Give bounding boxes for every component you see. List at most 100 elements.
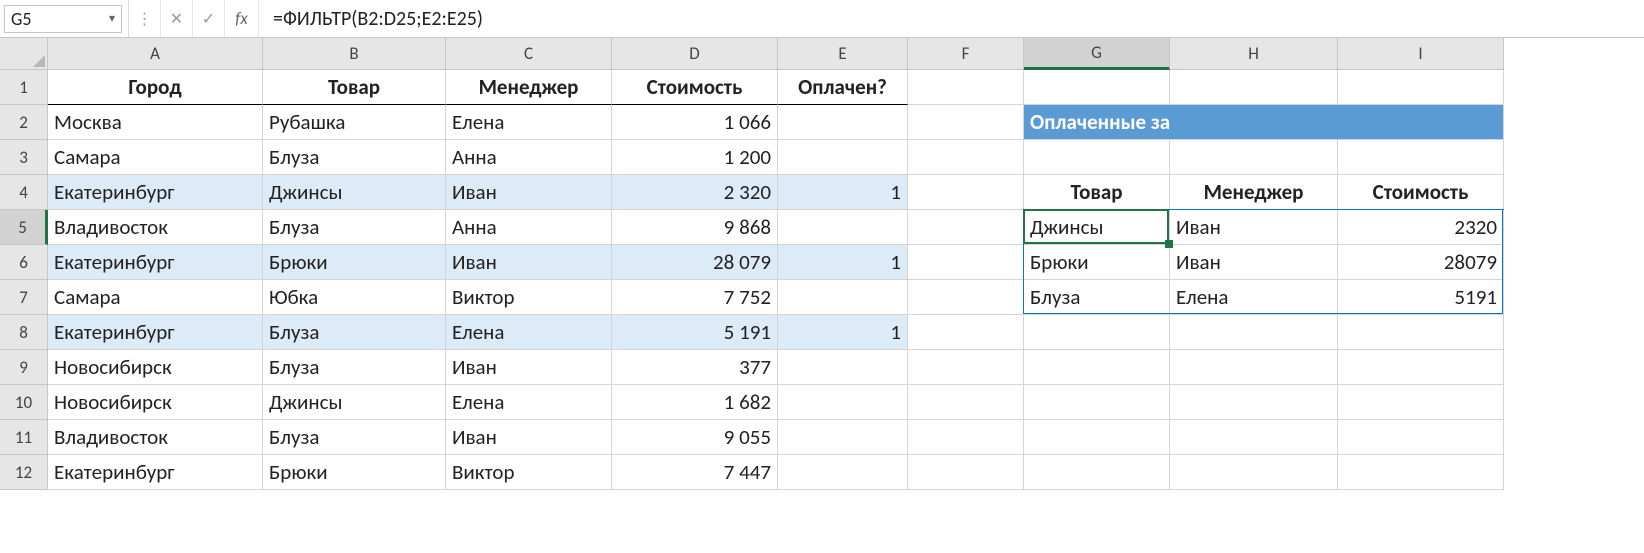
result-cost[interactable]: 28079: [1338, 245, 1504, 280]
name-expand-button[interactable]: ⋮: [129, 0, 161, 37]
result-item[interactable]: Блуза: [1024, 280, 1170, 315]
cell-cost[interactable]: 7 447: [612, 455, 778, 490]
cell-manager[interactable]: Иван: [446, 245, 612, 280]
cell-paid[interactable]: 1: [778, 315, 908, 350]
cell-manager[interactable]: Иван: [446, 420, 612, 455]
row-header-1[interactable]: 1: [0, 70, 48, 105]
cell[interactable]: [908, 280, 1024, 315]
cell-item[interactable]: Блуза: [263, 210, 446, 245]
cell[interactable]: [1024, 315, 1170, 350]
cell-cost[interactable]: 1 682: [612, 385, 778, 420]
formula-input[interactable]: =ФИЛЬТР(B2:D25;E2:E25): [259, 0, 1644, 37]
cell-manager[interactable]: Иван: [446, 175, 612, 210]
cell-city[interactable]: Москва: [48, 105, 263, 140]
name-box[interactable]: G5 ▾: [4, 5, 122, 33]
cell-paid[interactable]: 1: [778, 175, 908, 210]
cell[interactable]: [1024, 350, 1170, 385]
cell[interactable]: [1170, 350, 1338, 385]
cell-city[interactable]: Екатеринбург: [48, 315, 263, 350]
cell[interactable]: [1170, 420, 1338, 455]
cell-manager[interactable]: Елена: [446, 105, 612, 140]
row-header-5[interactable]: 5: [0, 210, 48, 245]
cell[interactable]: [908, 455, 1024, 490]
dropdown-icon[interactable]: ▾: [109, 11, 115, 26]
cell[interactable]: [1338, 70, 1504, 105]
spreadsheet-grid[interactable]: ABCDEFGHI1ГородТоварМенеджерСтоимостьОпл…: [0, 38, 1644, 490]
cell[interactable]: [1338, 350, 1504, 385]
cell[interactable]: [908, 140, 1024, 175]
result-manager[interactable]: Елена: [1170, 280, 1338, 315]
cell[interactable]: [1338, 420, 1504, 455]
cell-manager[interactable]: Иван: [446, 350, 612, 385]
cell-item[interactable]: Блуза: [263, 140, 446, 175]
cell[interactable]: [1338, 140, 1504, 175]
cell-paid[interactable]: [778, 280, 908, 315]
cell-item[interactable]: Блуза: [263, 315, 446, 350]
cell[interactable]: [908, 210, 1024, 245]
cell-item[interactable]: Брюки: [263, 245, 446, 280]
cell-cost[interactable]: 5 191: [612, 315, 778, 350]
cell[interactable]: [908, 245, 1024, 280]
cell[interactable]: [1338, 385, 1504, 420]
row-header-7[interactable]: 7: [0, 280, 48, 315]
cell-paid[interactable]: [778, 455, 908, 490]
cell[interactable]: [908, 70, 1024, 105]
row-header-2[interactable]: 2: [0, 105, 48, 140]
cell[interactable]: [908, 385, 1024, 420]
cell[interactable]: [908, 315, 1024, 350]
cell[interactable]: [1024, 385, 1170, 420]
cell-cost[interactable]: 7 752: [612, 280, 778, 315]
cell-city[interactable]: Самара: [48, 140, 263, 175]
row-header-3[interactable]: 3: [0, 140, 48, 175]
cell-item[interactable]: Рубашка: [263, 105, 446, 140]
cell-manager[interactable]: Елена: [446, 315, 612, 350]
cell-city[interactable]: Новосибирск: [48, 350, 263, 385]
result-manager[interactable]: Иван: [1170, 245, 1338, 280]
cell-paid[interactable]: [778, 385, 908, 420]
col-header-G[interactable]: G: [1024, 38, 1170, 70]
cell-cost[interactable]: 1 066: [612, 105, 778, 140]
result-cost[interactable]: 2320: [1338, 210, 1504, 245]
cell[interactable]: [1170, 70, 1338, 105]
cell-paid[interactable]: 1: [778, 245, 908, 280]
cell-city[interactable]: Владивосток: [48, 210, 263, 245]
col-header-D[interactable]: D: [612, 38, 778, 70]
fill-handle[interactable]: [1165, 240, 1173, 248]
select-all-corner[interactable]: [0, 38, 48, 70]
cell-city[interactable]: Екатеринбург: [48, 175, 263, 210]
result-item[interactable]: Брюки: [1024, 245, 1170, 280]
cell-city[interactable]: Владивосток: [48, 420, 263, 455]
result-item[interactable]: Джинсы: [1024, 210, 1170, 245]
row-header-10[interactable]: 10: [0, 385, 48, 420]
cell[interactable]: [1338, 315, 1504, 350]
cell[interactable]: [1170, 140, 1338, 175]
cell-manager[interactable]: Анна: [446, 140, 612, 175]
cell-paid[interactable]: [778, 350, 908, 385]
cell[interactable]: [1024, 420, 1170, 455]
col-header-I[interactable]: I: [1338, 38, 1504, 70]
row-header-9[interactable]: 9: [0, 350, 48, 385]
fx-button[interactable]: fx: [225, 0, 259, 37]
row-header-6[interactable]: 6: [0, 245, 48, 280]
cell-cost[interactable]: 9 868: [612, 210, 778, 245]
cell[interactable]: [1024, 455, 1170, 490]
cell-city[interactable]: Екатеринбург: [48, 455, 263, 490]
cell-item[interactable]: Блуза: [263, 350, 446, 385]
cell-item[interactable]: Блуза: [263, 420, 446, 455]
col-header-E[interactable]: E: [778, 38, 908, 70]
cell-paid[interactable]: [778, 140, 908, 175]
enter-button[interactable]: ✓: [193, 0, 225, 37]
row-header-11[interactable]: 11: [0, 420, 48, 455]
cell-paid[interactable]: [778, 420, 908, 455]
cell[interactable]: [1338, 455, 1504, 490]
row-header-8[interactable]: 8: [0, 315, 48, 350]
row-header-4[interactable]: 4: [0, 175, 48, 210]
col-header-F[interactable]: F: [908, 38, 1024, 70]
cell[interactable]: [1170, 455, 1338, 490]
cell-item[interactable]: Брюки: [263, 455, 446, 490]
cell-cost[interactable]: 2 320: [612, 175, 778, 210]
cell-manager[interactable]: Елена: [446, 385, 612, 420]
cell-city[interactable]: Самара: [48, 280, 263, 315]
cell-item[interactable]: Джинсы: [263, 175, 446, 210]
cell[interactable]: [1024, 140, 1170, 175]
